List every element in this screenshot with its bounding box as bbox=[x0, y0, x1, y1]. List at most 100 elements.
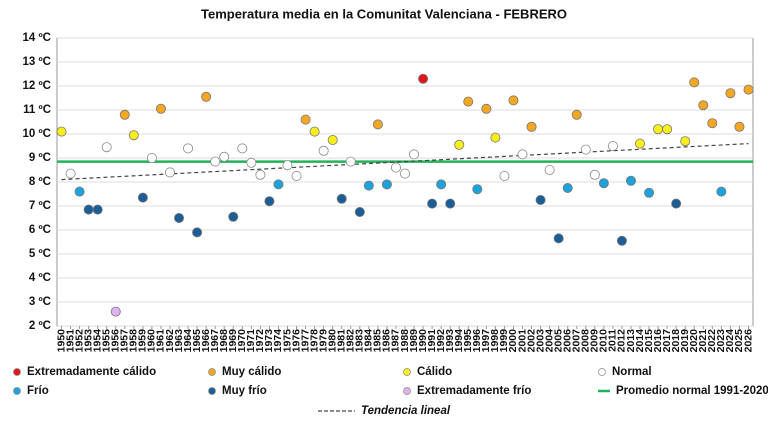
point bbox=[101, 142, 112, 153]
point bbox=[734, 121, 745, 132]
point bbox=[716, 186, 727, 197]
x-tick-label: 2016 bbox=[652, 329, 664, 353]
x-tick-label: 2001 bbox=[516, 329, 528, 353]
x-tick-label: 1978 bbox=[308, 329, 320, 353]
x-tick-label: 1952 bbox=[73, 329, 85, 353]
x-tick-label: 2014 bbox=[634, 329, 646, 353]
x-tick-label: 2019 bbox=[679, 329, 691, 353]
point bbox=[707, 118, 718, 129]
x-tick-label: 1968 bbox=[218, 329, 230, 353]
x-tick-label: 1974 bbox=[272, 329, 284, 353]
x-tick-label: 1987 bbox=[390, 329, 402, 353]
point bbox=[418, 73, 429, 84]
point bbox=[65, 168, 76, 179]
y-tick-label: 4 ºC bbox=[29, 272, 51, 284]
x-tick-label: 2023 bbox=[715, 329, 727, 353]
point bbox=[644, 187, 655, 198]
y-tick-label: 11 ºC bbox=[23, 104, 51, 116]
y-tick-label: 13 ºC bbox=[23, 56, 52, 68]
x-tick-label: 1980 bbox=[326, 329, 338, 353]
point bbox=[155, 103, 166, 114]
point bbox=[56, 126, 67, 137]
point bbox=[74, 186, 85, 197]
point bbox=[110, 306, 121, 317]
point bbox=[273, 179, 284, 190]
point bbox=[210, 156, 221, 167]
x-tick-label: 2004 bbox=[543, 329, 555, 353]
point bbox=[562, 182, 573, 193]
x-tick-label: 1985 bbox=[372, 329, 384, 353]
x-tick-label: 1991 bbox=[426, 329, 438, 353]
point bbox=[553, 233, 564, 244]
point bbox=[336, 193, 347, 204]
y-tick-label: 12 ºC bbox=[23, 80, 52, 92]
point bbox=[128, 130, 139, 141]
point bbox=[264, 196, 275, 207]
x-tick-label: 2007 bbox=[571, 329, 583, 353]
point bbox=[544, 164, 555, 175]
x-tick-label: 2012 bbox=[616, 329, 628, 353]
point bbox=[653, 124, 664, 135]
y-tick-label: 2 ºC bbox=[29, 320, 51, 332]
point bbox=[282, 160, 293, 171]
point bbox=[409, 149, 420, 160]
x-tick-label: 1976 bbox=[290, 329, 302, 353]
x-tick-label: 1969 bbox=[227, 329, 239, 353]
x-tick-label: 1977 bbox=[299, 329, 311, 353]
x-tick-label: 1981 bbox=[336, 329, 348, 353]
x-tick-label: 2011 bbox=[607, 329, 619, 352]
y-tick-label: 8 ºC bbox=[29, 176, 51, 188]
point bbox=[526, 121, 537, 132]
x-tick-label: 2021 bbox=[697, 329, 709, 353]
x-tick-label: 2000 bbox=[507, 329, 519, 353]
point bbox=[589, 169, 600, 180]
point bbox=[445, 198, 456, 209]
legend-label: Extremadamente frío bbox=[417, 385, 531, 397]
legend-marker bbox=[208, 387, 216, 395]
x-tick-label: 2008 bbox=[580, 329, 592, 353]
point bbox=[743, 84, 754, 95]
x-tick-label: 1988 bbox=[399, 329, 411, 353]
x-tick-label: 2024 bbox=[724, 329, 736, 353]
x-tick-label: 1964 bbox=[182, 329, 194, 353]
point bbox=[300, 114, 311, 125]
x-tick-label: 1970 bbox=[236, 329, 248, 353]
point bbox=[255, 169, 266, 180]
point bbox=[680, 136, 691, 147]
point bbox=[625, 175, 636, 186]
y-tick-label: 6 ºC bbox=[29, 224, 51, 236]
point bbox=[119, 109, 130, 120]
x-tick-label: 1997 bbox=[480, 329, 492, 353]
legend-marker bbox=[403, 387, 411, 395]
x-tick-label: 1979 bbox=[317, 329, 329, 353]
x-tick-label: 1955 bbox=[100, 329, 112, 353]
x-tick-label: 1957 bbox=[119, 329, 131, 353]
x-tick-label: 2026 bbox=[742, 329, 754, 353]
point bbox=[372, 119, 383, 130]
point bbox=[725, 88, 736, 99]
point bbox=[472, 184, 483, 195]
x-tick-label: 1989 bbox=[408, 329, 420, 353]
point bbox=[616, 235, 627, 246]
x-tick-label: 2015 bbox=[643, 329, 655, 353]
legend-label: Normal bbox=[612, 366, 652, 378]
point bbox=[481, 103, 492, 114]
x-tick-label: 1972 bbox=[254, 329, 266, 353]
x-tick-label: 2002 bbox=[525, 329, 537, 353]
legend-marker bbox=[403, 368, 411, 376]
point bbox=[363, 180, 374, 191]
point bbox=[427, 198, 438, 209]
x-tick-label: 2020 bbox=[688, 329, 700, 353]
point bbox=[399, 168, 410, 179]
reference-line bbox=[61, 143, 749, 181]
point bbox=[517, 149, 528, 160]
x-tick-label: 1965 bbox=[191, 329, 203, 353]
point bbox=[607, 140, 618, 151]
legend-marker bbox=[598, 368, 606, 376]
point bbox=[580, 144, 591, 155]
y-tick-label: 7 ºC bbox=[29, 200, 51, 212]
x-tick-label: 1996 bbox=[471, 329, 483, 353]
x-tick-label: 2025 bbox=[733, 329, 745, 353]
